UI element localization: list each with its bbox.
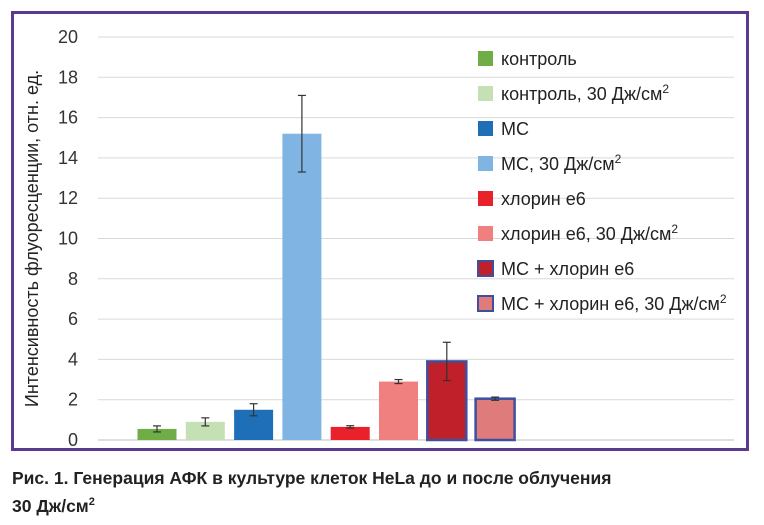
y-tick-label-6: 6	[68, 309, 78, 329]
legend-swatch-6	[477, 260, 494, 277]
bar-5	[379, 381, 418, 440]
y-tick-label-8: 8	[68, 269, 78, 289]
legend-swatch-3	[478, 156, 493, 171]
legend-superscript-1: 2	[662, 82, 669, 96]
legend-swatch-0	[478, 51, 493, 66]
bar-7	[474, 397, 516, 442]
y-tick-label-0: 0	[68, 430, 78, 448]
bar-4	[330, 426, 370, 440]
figure-caption: Рис. 1. Генерация АФК в культуре клеток …	[12, 466, 752, 518]
y-tick-label-2: 2	[68, 390, 78, 410]
bar-1	[185, 421, 225, 440]
legend-swatch-4	[478, 191, 493, 206]
caption-superscript: 2	[88, 496, 95, 508]
y-tick-label-20: 20	[58, 27, 78, 47]
legend-label-5: хлорин е6, 30 Дж/см2	[501, 222, 678, 244]
y-tick-label-12: 12	[58, 188, 78, 208]
y-tick-label-16: 16	[58, 108, 78, 128]
bar-0	[137, 428, 177, 440]
legend-label-2: МС	[501, 119, 529, 139]
bar-chart: 0 2 4 6 8 10 12 14 16 18 20 Интенсивность флуоресце…	[22, 27, 734, 448]
legend-label-4: хлорин е6	[501, 189, 586, 209]
bar-3	[282, 133, 322, 440]
y-tick-label-18: 18	[58, 67, 78, 87]
legend-swatch-7	[477, 295, 494, 312]
legend-swatch-2	[478, 121, 493, 136]
legend-label-3: МС, 30 Дж/см2	[501, 152, 622, 174]
legend-label-7: МС + хлорин е6, 30 Дж/см2	[501, 292, 727, 314]
legend-label-6: МС + хлорин е6	[501, 259, 634, 279]
legend-label-0: контроль	[501, 49, 577, 69]
y-axis-label: Интенсивность флуоресценции, отн. ед.	[22, 70, 42, 407]
chart-frame: 0 2 4 6 8 10 12 14 16 18 20 Интенсивность флуоресце…	[11, 11, 749, 451]
legend-superscript-7: 2	[720, 292, 727, 306]
caption-line2: 30 Дж/см	[12, 495, 89, 516]
legend-swatch-5	[478, 226, 493, 241]
y-tick-label-4: 4	[68, 349, 78, 369]
legend-superscript-5: 2	[671, 222, 678, 236]
legend-superscript-3: 2	[615, 152, 622, 166]
legend-label-1: контроль, 30 Дж/см2	[501, 82, 669, 104]
caption-line1: Рис. 1. Генерация АФК в культуре клеток …	[12, 468, 612, 488]
y-tick-label-14: 14	[58, 148, 78, 168]
legend-swatch-1	[478, 86, 493, 101]
y-tick-label-10: 10	[58, 229, 78, 249]
